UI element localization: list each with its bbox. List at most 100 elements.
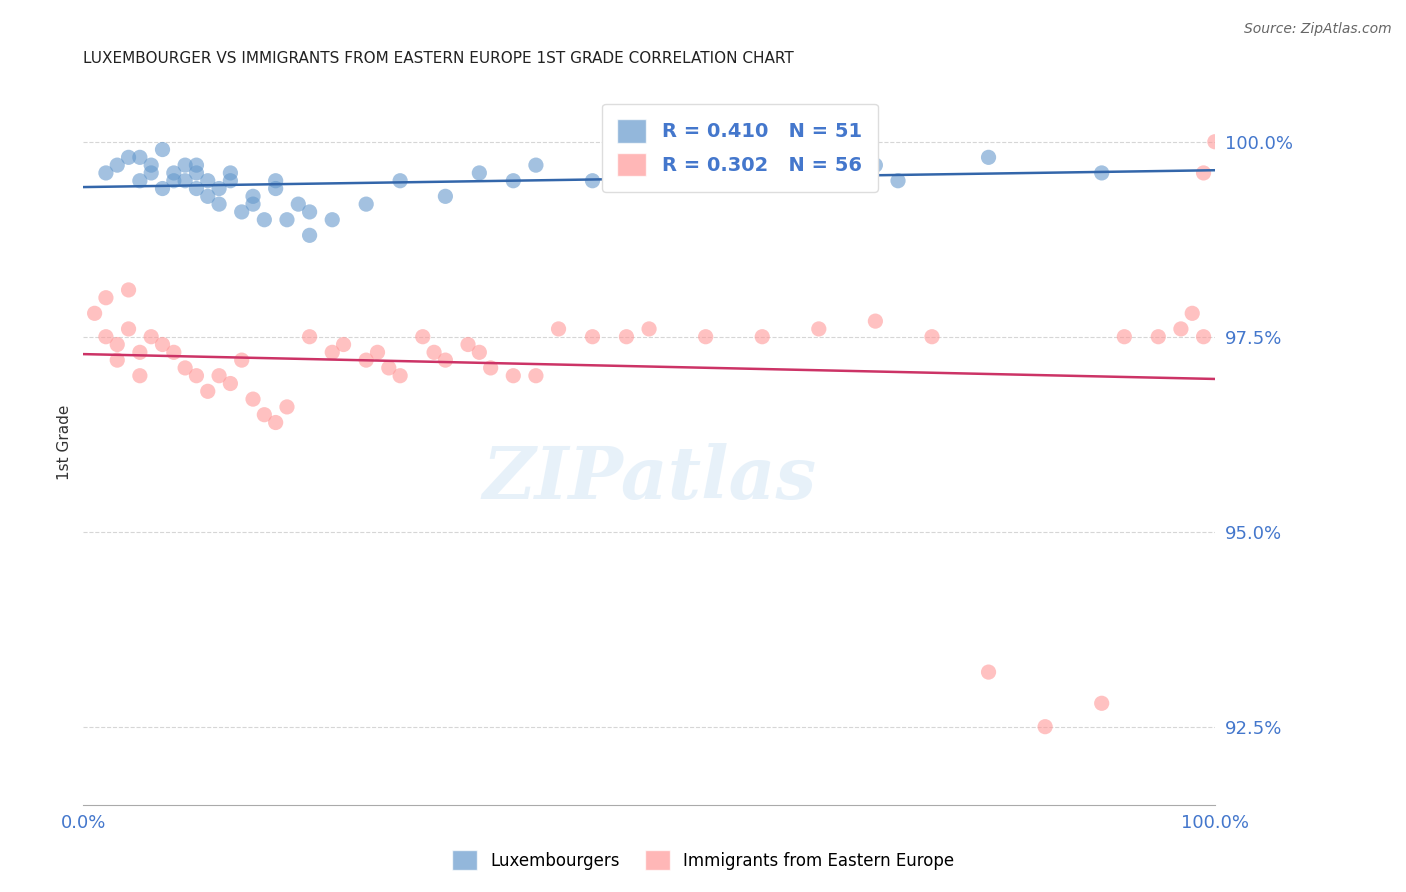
Point: [117, 283, 139, 297]
Point: [807, 158, 830, 172]
Point: [94, 329, 117, 343]
Point: [174, 158, 197, 172]
Point: [186, 368, 208, 383]
Point: [524, 368, 547, 383]
Point: [389, 174, 412, 188]
Point: [264, 416, 287, 430]
Point: [638, 174, 661, 188]
Point: [728, 158, 751, 172]
Point: [253, 212, 276, 227]
Point: [298, 329, 321, 343]
Point: [1192, 166, 1215, 180]
Point: [977, 150, 1000, 164]
Point: [412, 329, 434, 343]
Point: [502, 174, 524, 188]
Point: [219, 174, 242, 188]
Point: [977, 665, 1000, 679]
Point: [321, 212, 343, 227]
Point: [105, 353, 128, 368]
Legend: R = 0.410   N = 51, R = 0.302   N = 56: R = 0.410 N = 51, R = 0.302 N = 56: [602, 103, 877, 192]
Point: [264, 181, 287, 195]
Point: [298, 205, 321, 219]
Point: [253, 408, 276, 422]
Point: [152, 337, 174, 351]
Point: [921, 329, 943, 343]
Point: [581, 174, 603, 188]
Point: [163, 174, 186, 188]
Point: [208, 368, 231, 383]
Point: [524, 158, 547, 172]
Point: [197, 189, 219, 203]
Point: [208, 181, 231, 195]
Point: [141, 329, 163, 343]
Point: [163, 166, 186, 180]
Point: [94, 166, 117, 180]
Point: [581, 329, 603, 343]
Point: [152, 181, 174, 195]
Point: [94, 291, 117, 305]
Point: [751, 150, 773, 164]
Point: [502, 368, 524, 383]
Text: ZIPatlas: ZIPatlas: [482, 442, 815, 514]
Point: [219, 166, 242, 180]
Point: [141, 166, 163, 180]
Point: [264, 174, 287, 188]
Point: [186, 181, 208, 195]
Point: [616, 174, 638, 188]
Point: [197, 174, 219, 188]
Point: [276, 212, 298, 227]
Text: LUXEMBOURGER VS IMMIGRANTS FROM EASTERN EUROPE 1ST GRADE CORRELATION CHART: LUXEMBOURGER VS IMMIGRANTS FROM EASTERN …: [83, 51, 794, 66]
Point: [638, 322, 661, 336]
Point: [1033, 720, 1056, 734]
Point: [128, 150, 150, 164]
Point: [389, 368, 412, 383]
Point: [219, 376, 242, 391]
Point: [468, 345, 491, 359]
Point: [105, 337, 128, 351]
Point: [434, 189, 457, 203]
Point: [321, 345, 343, 359]
Point: [378, 360, 401, 375]
Point: [1204, 135, 1226, 149]
Point: [152, 143, 174, 157]
Point: [865, 314, 887, 328]
Point: [887, 174, 910, 188]
Point: [695, 329, 717, 343]
Point: [468, 166, 491, 180]
Point: [807, 322, 830, 336]
Point: [242, 392, 264, 406]
Point: [128, 368, 150, 383]
Point: [751, 329, 773, 343]
Point: [174, 360, 197, 375]
Point: [354, 353, 377, 368]
Point: [208, 197, 231, 211]
Point: [865, 158, 887, 172]
Point: [174, 174, 197, 188]
Point: [1147, 329, 1170, 343]
Point: [547, 322, 569, 336]
Point: [117, 322, 139, 336]
Point: [287, 197, 309, 211]
Point: [479, 360, 502, 375]
Point: [276, 400, 298, 414]
Point: [117, 150, 139, 164]
Point: [163, 345, 186, 359]
Point: [1114, 329, 1136, 343]
Point: [1192, 329, 1215, 343]
Text: Source: ZipAtlas.com: Source: ZipAtlas.com: [1244, 22, 1392, 37]
Point: [695, 174, 717, 188]
Point: [457, 337, 479, 351]
Point: [434, 353, 457, 368]
Point: [661, 174, 683, 188]
Legend: Luxembourgers, Immigrants from Eastern Europe: Luxembourgers, Immigrants from Eastern E…: [439, 837, 967, 884]
Point: [423, 345, 446, 359]
Point: [141, 158, 163, 172]
Point: [128, 174, 150, 188]
Y-axis label: 1st Grade: 1st Grade: [58, 404, 72, 480]
Point: [366, 345, 388, 359]
Point: [83, 306, 105, 320]
Point: [128, 345, 150, 359]
Point: [242, 197, 264, 211]
Point: [332, 337, 354, 351]
Point: [1091, 166, 1114, 180]
